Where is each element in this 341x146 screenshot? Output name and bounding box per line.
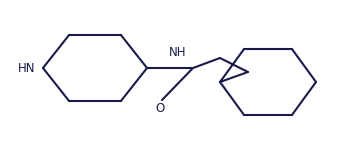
Text: NH: NH bbox=[169, 46, 187, 59]
Text: HN: HN bbox=[18, 61, 35, 74]
Text: O: O bbox=[155, 101, 165, 114]
